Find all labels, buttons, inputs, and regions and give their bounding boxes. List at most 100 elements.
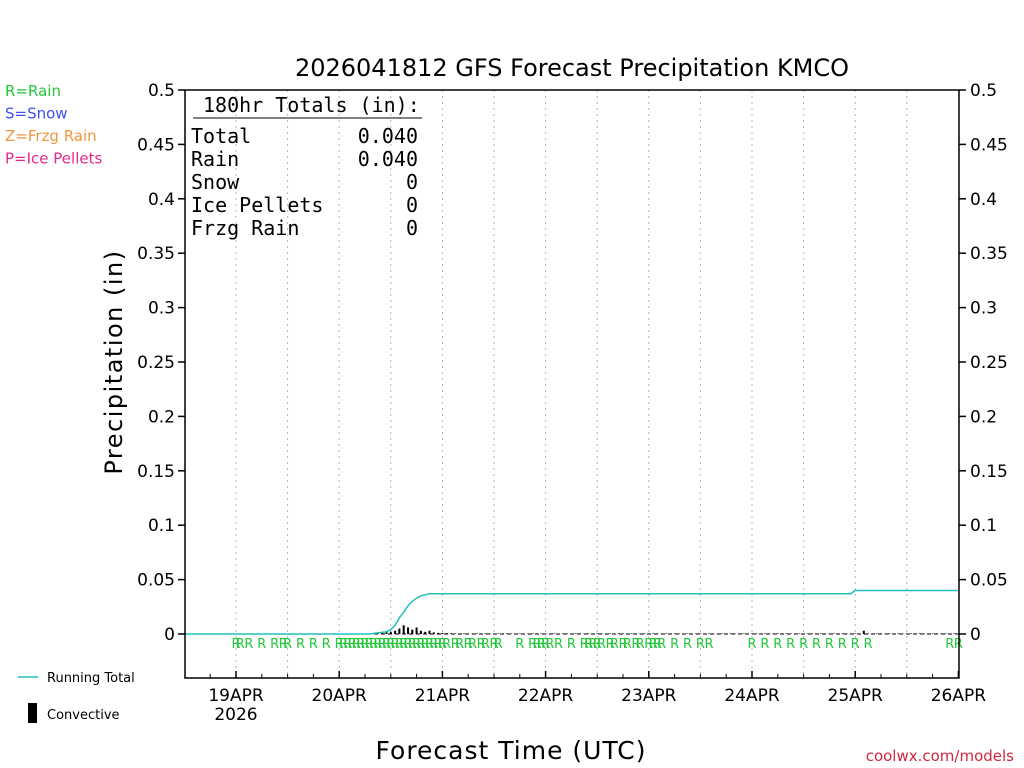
convective-bar bbox=[445, 633, 448, 634]
convective-bar bbox=[634, 633, 637, 634]
convective-bar bbox=[742, 633, 745, 634]
convective-bar bbox=[768, 633, 771, 634]
convective-bar bbox=[488, 633, 491, 634]
ptype-marker: R bbox=[532, 637, 541, 652]
convective-bar bbox=[819, 633, 822, 634]
axis-layer bbox=[178, 89, 966, 678]
ptype-marker: R bbox=[391, 637, 400, 652]
ptype-marker: R bbox=[618, 637, 627, 652]
ptype-marker: R bbox=[382, 637, 391, 652]
convective-bar bbox=[901, 633, 904, 634]
convective-bar bbox=[428, 630, 431, 634]
ptype-marker: R bbox=[494, 637, 503, 652]
convective-bar bbox=[566, 633, 569, 634]
ptype-marker: R bbox=[760, 637, 769, 652]
convective-bar bbox=[523, 633, 526, 634]
convective-bar bbox=[604, 633, 607, 634]
convective-bar bbox=[703, 633, 706, 634]
ptype-marker: R bbox=[584, 637, 593, 652]
convective-bar bbox=[948, 633, 951, 634]
ptype-marker: R bbox=[455, 637, 464, 652]
convective-bar bbox=[656, 633, 659, 634]
convective-bar bbox=[862, 630, 865, 634]
x-axis-label: Forecast Time (UTC) bbox=[376, 736, 647, 765]
ptype-marker: R bbox=[747, 637, 756, 652]
convective-bar bbox=[501, 633, 504, 634]
convective-bar bbox=[940, 633, 943, 634]
ptype-marker: R bbox=[945, 637, 954, 652]
convective-bar bbox=[905, 633, 908, 634]
convective-bar bbox=[914, 633, 917, 634]
y-tick-label-right: 0.35 bbox=[970, 244, 1008, 264]
totals-row-label: Frzg Rain bbox=[191, 216, 299, 240]
grid-layer bbox=[185, 90, 959, 678]
ptype-marker: R bbox=[373, 637, 382, 652]
convective-bar bbox=[884, 633, 887, 634]
ptype-marker: R bbox=[425, 637, 434, 652]
running-total-line bbox=[184, 589, 959, 635]
totals-row-label: Snow bbox=[191, 170, 240, 194]
convective-bar bbox=[626, 633, 629, 634]
y-tick-label-right: 0.15 bbox=[970, 462, 1008, 482]
convective-bar bbox=[776, 633, 779, 634]
convective-bar bbox=[738, 633, 741, 634]
y-tick-label-left: 0.35 bbox=[137, 244, 175, 264]
ptype-marker: R bbox=[593, 637, 602, 652]
convective-bar bbox=[660, 633, 663, 634]
ptype-marker: R bbox=[386, 637, 395, 652]
ptype-marker: R bbox=[244, 637, 253, 652]
y-tick-label-left: 0.45 bbox=[137, 135, 175, 155]
convective-bar bbox=[652, 633, 655, 634]
convective-bar bbox=[458, 633, 461, 634]
ptype-marker: R bbox=[597, 637, 606, 652]
ptype-marker: R bbox=[683, 637, 692, 652]
ptype-marker: R bbox=[477, 637, 486, 652]
x-tick-label: 21APR bbox=[415, 686, 471, 706]
convective-bar bbox=[591, 633, 594, 634]
x-tick-label: 20APR bbox=[312, 686, 368, 706]
convective-bar bbox=[828, 633, 831, 634]
ptype-marker: R bbox=[631, 637, 640, 652]
convective-bar bbox=[527, 633, 530, 634]
convective-bar bbox=[686, 633, 689, 634]
convective-bar bbox=[824, 633, 827, 634]
convective-bar bbox=[888, 633, 891, 634]
convective-bar bbox=[622, 633, 624, 634]
convective-bar bbox=[880, 633, 882, 634]
ptype-marker: R bbox=[279, 637, 288, 652]
convective-bar bbox=[712, 633, 715, 634]
convective-bar bbox=[647, 633, 650, 634]
convective-bar bbox=[574, 633, 577, 634]
ptype-marker: R bbox=[403, 637, 412, 652]
ptype-marker: R bbox=[296, 637, 305, 652]
convective-bar bbox=[794, 633, 796, 634]
ptype-marker: R bbox=[429, 637, 438, 652]
convective-bar bbox=[467, 633, 470, 634]
totals-heading: 180hr Totals (in): bbox=[203, 93, 420, 117]
convective-bar bbox=[544, 633, 547, 634]
ptype-marker: R bbox=[644, 637, 653, 652]
convective-bar bbox=[733, 633, 736, 634]
convective-bar bbox=[944, 633, 947, 634]
ptype-marker: R bbox=[541, 637, 550, 652]
ptype-marker: R bbox=[567, 637, 576, 652]
y-tick-label-right: 0 bbox=[970, 625, 981, 645]
ptype-marker: R bbox=[356, 637, 365, 652]
convective-bar bbox=[609, 633, 612, 634]
ptype-marker: R bbox=[236, 637, 245, 652]
convective-bar bbox=[669, 633, 672, 634]
convective-bar bbox=[536, 633, 538, 634]
ptype-marker: R bbox=[309, 637, 318, 652]
convective-bar bbox=[587, 633, 590, 634]
ptype-marker: R bbox=[653, 637, 662, 652]
convective-bar bbox=[510, 633, 513, 634]
ptype-marker: R bbox=[537, 637, 546, 652]
y-tick-label-left: 0 bbox=[164, 625, 175, 645]
convective-bar bbox=[832, 633, 835, 634]
convective-bar bbox=[845, 633, 848, 634]
ptype-legend-entry: P=Ice Pellets bbox=[5, 150, 102, 168]
convective-bar bbox=[927, 633, 930, 634]
convective-bar bbox=[923, 633, 925, 634]
plot-frame bbox=[184, 89, 960, 679]
convective-bar bbox=[785, 633, 788, 634]
